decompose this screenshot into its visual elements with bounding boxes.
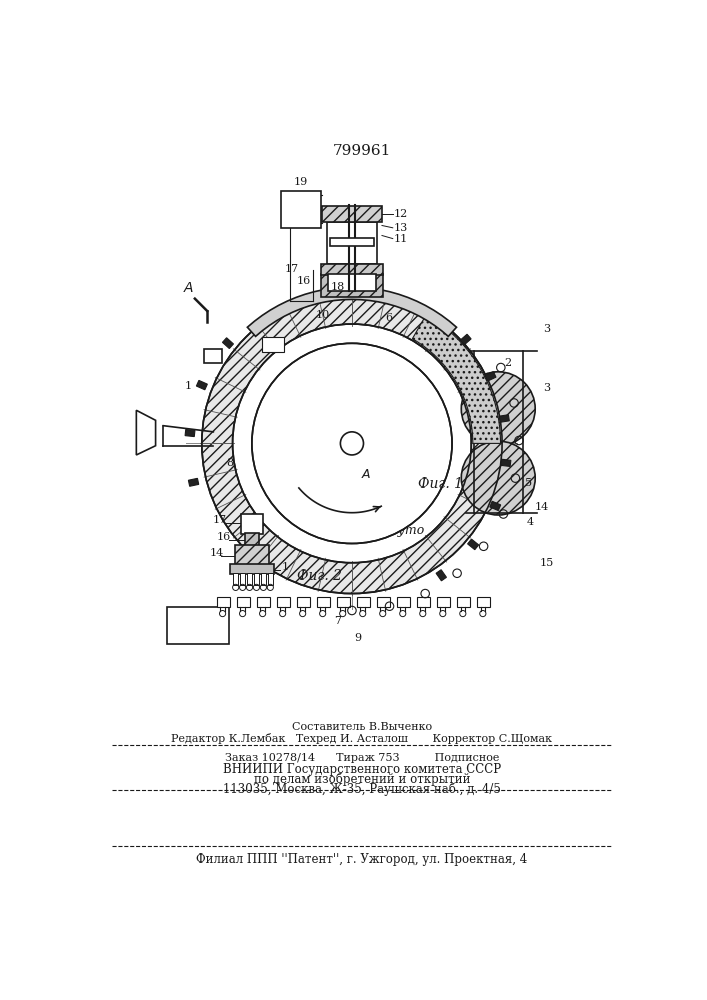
- Text: Фиг. 1: Фиг. 1: [418, 477, 463, 491]
- Text: Фиг. 2: Фиг. 2: [296, 569, 341, 583]
- Bar: [460, 334, 471, 345]
- Text: 4: 4: [527, 517, 534, 527]
- Text: 6: 6: [385, 313, 392, 323]
- Text: 16: 16: [217, 532, 231, 542]
- Text: А: А: [361, 468, 370, 481]
- Bar: [240, 573, 245, 585]
- Bar: [204, 349, 222, 363]
- Bar: [329, 238, 374, 246]
- Bar: [223, 338, 233, 349]
- Text: Редактор К.Лембак   Техред И. Асталош       Корректор С.Щомак: Редактор К.Лембак Техред И. Асталош Корр…: [172, 733, 552, 744]
- Bar: [438, 597, 450, 607]
- Text: Филиал ППП ''Патент'', г. Ужгород, ул. Проектная, 4: Филиал ППП ''Патент'', г. Ужгород, ул. П…: [197, 853, 527, 866]
- Bar: [337, 597, 350, 607]
- Text: 113035, Москва, Ж-35, Раушская наб., д. 4/5: 113035, Москва, Ж-35, Раушская наб., д. …: [223, 782, 501, 796]
- Bar: [328, 274, 376, 291]
- Circle shape: [461, 441, 535, 515]
- Bar: [490, 501, 501, 511]
- Bar: [467, 539, 479, 550]
- Bar: [327, 222, 378, 264]
- Text: 15: 15: [539, 558, 554, 568]
- Bar: [167, 607, 229, 644]
- Bar: [197, 380, 207, 390]
- Bar: [281, 191, 321, 228]
- Bar: [268, 573, 273, 585]
- Circle shape: [461, 372, 535, 446]
- Bar: [317, 597, 329, 607]
- Bar: [261, 573, 266, 585]
- Text: 18: 18: [331, 282, 345, 292]
- Text: Составитель В.Выченко: Составитель В.Выченко: [292, 722, 432, 732]
- Bar: [235, 545, 269, 565]
- Bar: [241, 514, 262, 534]
- Bar: [417, 597, 430, 607]
- Bar: [233, 573, 238, 585]
- Text: 5: 5: [525, 478, 532, 488]
- Bar: [485, 372, 496, 381]
- Text: 2: 2: [505, 358, 512, 368]
- Bar: [238, 597, 250, 607]
- Circle shape: [201, 293, 502, 594]
- Text: Заказ 10278/14      Тираж 753          Подписное: Заказ 10278/14 Тираж 753 Подписное: [225, 753, 499, 763]
- Text: 9: 9: [354, 633, 362, 643]
- Text: 14: 14: [209, 548, 223, 558]
- Text: 17: 17: [285, 264, 299, 274]
- Bar: [185, 429, 195, 437]
- Text: 16: 16: [297, 276, 311, 286]
- Text: 14: 14: [535, 502, 549, 512]
- Text: 19: 19: [294, 177, 308, 187]
- Bar: [357, 597, 370, 607]
- Bar: [499, 415, 509, 422]
- Text: 8: 8: [227, 458, 234, 468]
- Bar: [245, 533, 259, 546]
- Circle shape: [340, 432, 363, 455]
- Text: 1: 1: [281, 562, 288, 572]
- Bar: [378, 597, 390, 607]
- Bar: [297, 597, 310, 607]
- Bar: [477, 597, 490, 607]
- Bar: [322, 206, 382, 222]
- Bar: [321, 264, 382, 275]
- Bar: [262, 337, 284, 352]
- Bar: [188, 478, 199, 486]
- Bar: [277, 597, 290, 607]
- Bar: [457, 597, 469, 607]
- Bar: [230, 564, 274, 574]
- Text: А-А повернуто: А-А повернуто: [325, 524, 425, 537]
- Text: 7: 7: [334, 615, 341, 626]
- Polygon shape: [136, 410, 156, 455]
- Text: 799961: 799961: [333, 144, 391, 158]
- Text: по делам изобретений и открытий: по делам изобретений и открытий: [254, 772, 470, 786]
- Text: А: А: [184, 281, 194, 295]
- Bar: [257, 597, 269, 607]
- Text: 11: 11: [393, 234, 407, 244]
- Bar: [501, 459, 511, 466]
- Polygon shape: [412, 315, 501, 443]
- Text: 13: 13: [393, 223, 407, 233]
- Text: 3: 3: [543, 324, 550, 334]
- Text: ВНИИПИ Государственного комитета СССР: ВНИИПИ Государственного комитета СССР: [223, 763, 501, 776]
- Text: 10: 10: [315, 310, 329, 320]
- Text: 17: 17: [212, 515, 226, 525]
- Bar: [217, 597, 230, 607]
- Bar: [436, 570, 446, 581]
- Polygon shape: [247, 287, 457, 336]
- Text: 1: 1: [185, 381, 192, 391]
- Circle shape: [252, 343, 452, 544]
- Text: 12: 12: [393, 209, 407, 219]
- Bar: [247, 573, 252, 585]
- Bar: [254, 573, 259, 585]
- Bar: [397, 597, 409, 607]
- Text: 3: 3: [543, 383, 550, 393]
- Bar: [321, 274, 382, 297]
- Circle shape: [233, 324, 472, 563]
